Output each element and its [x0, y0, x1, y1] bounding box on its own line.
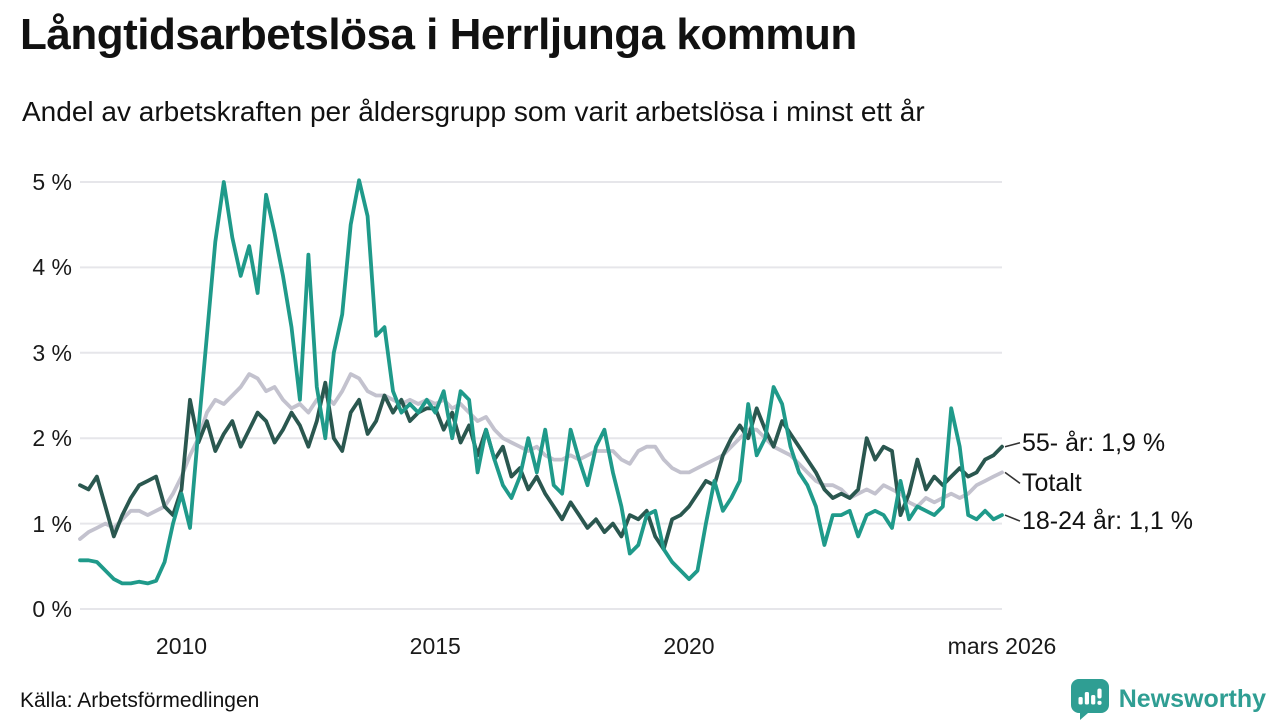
newsworthy-wordmark: Newsworthy: [1118, 684, 1266, 713]
x-tick-label: mars 2026: [947, 633, 1057, 659]
end-label-leader-line: [1004, 471, 1021, 485]
y-tick-label: 5 %: [32, 169, 72, 195]
y-tick-label: 1 %: [32, 510, 72, 537]
x-tick-label: 2020: [663, 633, 715, 659]
x-tick-label: 2010: [155, 633, 208, 659]
y-tick-label: 4 %: [32, 254, 72, 281]
series-end-label-18-24-r: 18-24 år: 1,1 %: [1022, 507, 1193, 536]
series-line-55-r: [78, 380, 1004, 552]
y-tick-label: 2 %: [32, 425, 72, 452]
y-tick-label: 0 %: [32, 596, 72, 622]
series-end-label-55-r: 55- år: 1,9 %: [1022, 428, 1166, 457]
end-label-leader-line: [1004, 514, 1021, 522]
x-tick-label: 2015: [409, 633, 461, 659]
end-label-leader-line: [1004, 441, 1021, 448]
speech-bubble-bar-chart-icon: [1070, 679, 1109, 720]
page-title: Långtidsarbetslösa i Herrljunga kommun: [20, 10, 857, 59]
newsworthy-logo: Newsworthy: [1070, 678, 1266, 720]
y-tick-label: 3 %: [32, 339, 72, 366]
series-line-18-24-r: [78, 178, 1004, 586]
series-end-label-totalt: Totalt: [1022, 469, 1082, 498]
chart-subtitle: Andel av arbetskraften per åldersgrupp s…: [22, 96, 925, 127]
source-note: Källa: Arbetsförmedlingen: [20, 689, 260, 712]
